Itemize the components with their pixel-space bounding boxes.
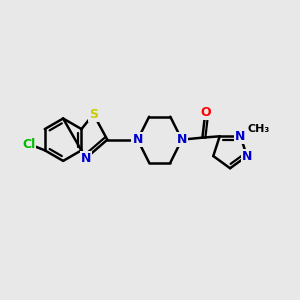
Text: N: N — [235, 130, 246, 143]
Text: N: N — [177, 133, 187, 146]
Text: O: O — [200, 106, 211, 119]
Text: CH₃: CH₃ — [248, 124, 270, 134]
Text: N: N — [242, 149, 252, 163]
Text: N: N — [81, 152, 91, 165]
Text: S: S — [89, 108, 98, 121]
Text: Cl: Cl — [22, 139, 35, 152]
Text: N: N — [132, 133, 143, 146]
